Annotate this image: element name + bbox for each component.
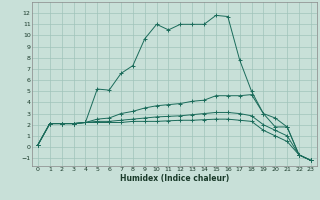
X-axis label: Humidex (Indice chaleur): Humidex (Indice chaleur): [120, 174, 229, 183]
